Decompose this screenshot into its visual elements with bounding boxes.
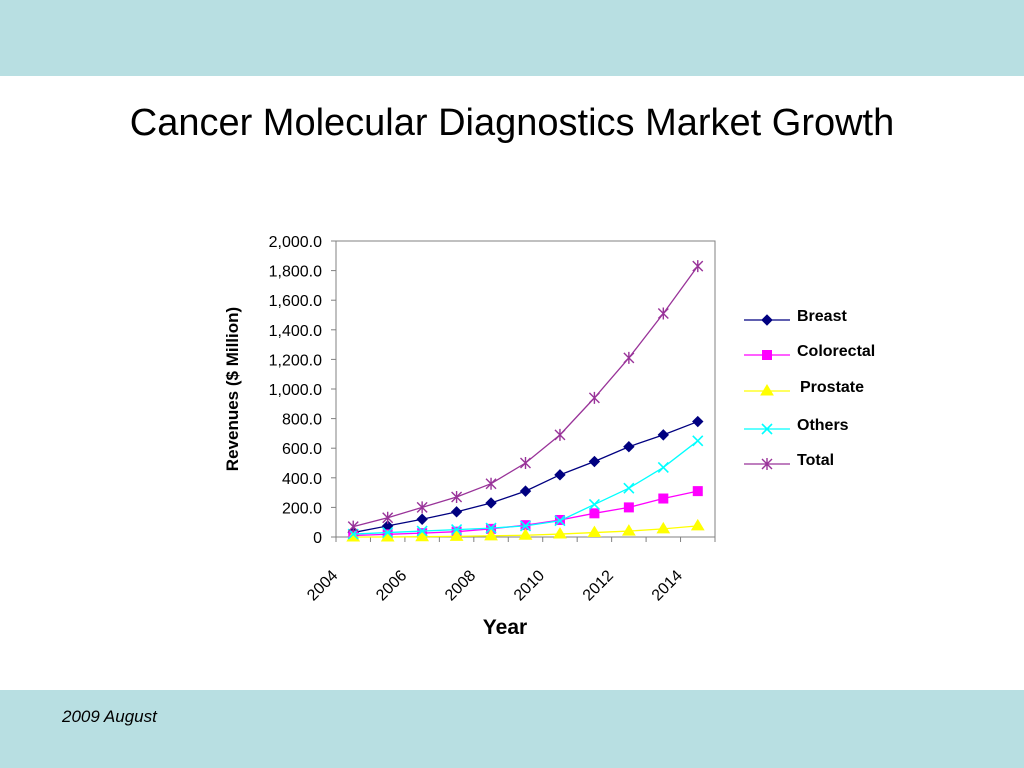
x-tick-label: 2014 xyxy=(649,567,686,604)
data-point-total xyxy=(485,477,497,490)
legend-item-others: Others xyxy=(744,417,849,435)
legend-item-breast: Breast xyxy=(744,308,847,326)
data-point-others xyxy=(657,461,669,474)
data-point-breast xyxy=(485,497,497,509)
y-tick-label: 1,600.0 xyxy=(269,293,322,310)
data-point-prostate xyxy=(415,529,430,542)
data-point-colorectal xyxy=(623,502,634,513)
data-point-breast xyxy=(554,469,566,481)
data-point-breast xyxy=(450,506,463,518)
series-breast xyxy=(347,415,704,539)
legend-marker xyxy=(761,314,773,326)
data-point-colorectal xyxy=(658,493,669,504)
data-point-others xyxy=(554,515,566,527)
data-point-others xyxy=(485,522,497,534)
y-tick-label: 800.0 xyxy=(282,412,322,429)
legend-item-colorectal: Colorectal xyxy=(744,343,875,360)
data-point-breast xyxy=(623,441,635,453)
data-point-breast xyxy=(416,513,428,525)
bottom-band xyxy=(0,690,1024,768)
data-point-others xyxy=(451,524,463,536)
data-point-colorectal xyxy=(692,486,703,497)
data-point-total xyxy=(657,307,669,320)
legend-marker xyxy=(761,458,773,470)
data-point-prostate xyxy=(621,524,636,536)
data-point-total xyxy=(382,511,394,524)
slide-title: Cancer Molecular Diagnostics Market Grow… xyxy=(129,102,895,144)
x-axis-title: Year xyxy=(483,616,527,639)
series-prostate xyxy=(346,518,705,542)
data-point-others xyxy=(623,482,635,494)
legend-marker xyxy=(762,350,772,360)
data-point-breast xyxy=(692,415,704,428)
data-point-total xyxy=(520,457,531,469)
y-tick-label: 400.0 xyxy=(282,471,322,488)
legend-marker xyxy=(761,423,773,435)
data-point-total xyxy=(588,391,600,404)
y-tick-label: 0 xyxy=(313,530,322,547)
x-tick-label: 2012 xyxy=(580,567,617,604)
legend-item-total: Total xyxy=(744,452,834,470)
data-point-breast xyxy=(588,455,601,468)
x-tick-label: 2010 xyxy=(511,567,548,604)
data-point-total xyxy=(347,520,359,533)
legend-marker xyxy=(760,384,774,396)
data-point-prostate xyxy=(690,518,705,531)
data-point-total xyxy=(416,501,428,514)
data-point-prostate xyxy=(518,528,533,540)
y-tick-label: 1,200.0 xyxy=(269,352,322,369)
data-point-others xyxy=(692,435,704,447)
y-tick-label: 200.0 xyxy=(282,500,322,517)
data-point-prostate xyxy=(449,529,464,541)
data-point-prostate xyxy=(656,521,671,534)
data-point-prostate xyxy=(587,525,602,538)
y-tick-label: 600.0 xyxy=(282,441,322,458)
legend-label: Total xyxy=(797,452,834,469)
x-tick-label: 2004 xyxy=(304,567,341,604)
legend-label: Others xyxy=(797,417,849,434)
data-point-total xyxy=(692,260,704,273)
y-tick-label: 1,000.0 xyxy=(269,382,322,399)
legend-label: Colorectal xyxy=(797,343,875,360)
data-point-others xyxy=(519,520,532,532)
y-tick-label: 2,000.0 xyxy=(269,234,322,251)
data-point-others xyxy=(416,525,428,537)
data-point-prostate xyxy=(553,527,567,539)
data-point-colorectal xyxy=(589,508,600,519)
footer-date: 2009 August xyxy=(62,707,157,726)
data-point-prostate xyxy=(484,528,498,541)
data-point-others xyxy=(382,526,394,539)
series-total xyxy=(347,260,704,533)
legend-item-prostate: Prostate xyxy=(744,379,864,396)
data-point-breast xyxy=(657,429,670,441)
x-tick-label: 2008 xyxy=(442,567,479,604)
data-point-total xyxy=(623,351,635,364)
legend-label: Prostate xyxy=(800,379,864,396)
data-point-total xyxy=(554,428,566,441)
data-point-breast xyxy=(519,485,532,497)
top-band xyxy=(0,0,1024,76)
data-point-others xyxy=(588,498,600,511)
x-tick-label: 2006 xyxy=(373,567,410,604)
data-point-total xyxy=(451,491,463,504)
series-others xyxy=(347,435,704,540)
legend-label: Breast xyxy=(797,308,847,325)
y-tick-label: 1,400.0 xyxy=(269,323,322,340)
y-axis-title: Revenues ($ Million) xyxy=(223,307,242,471)
y-tick-label: 1,800.0 xyxy=(269,264,322,281)
